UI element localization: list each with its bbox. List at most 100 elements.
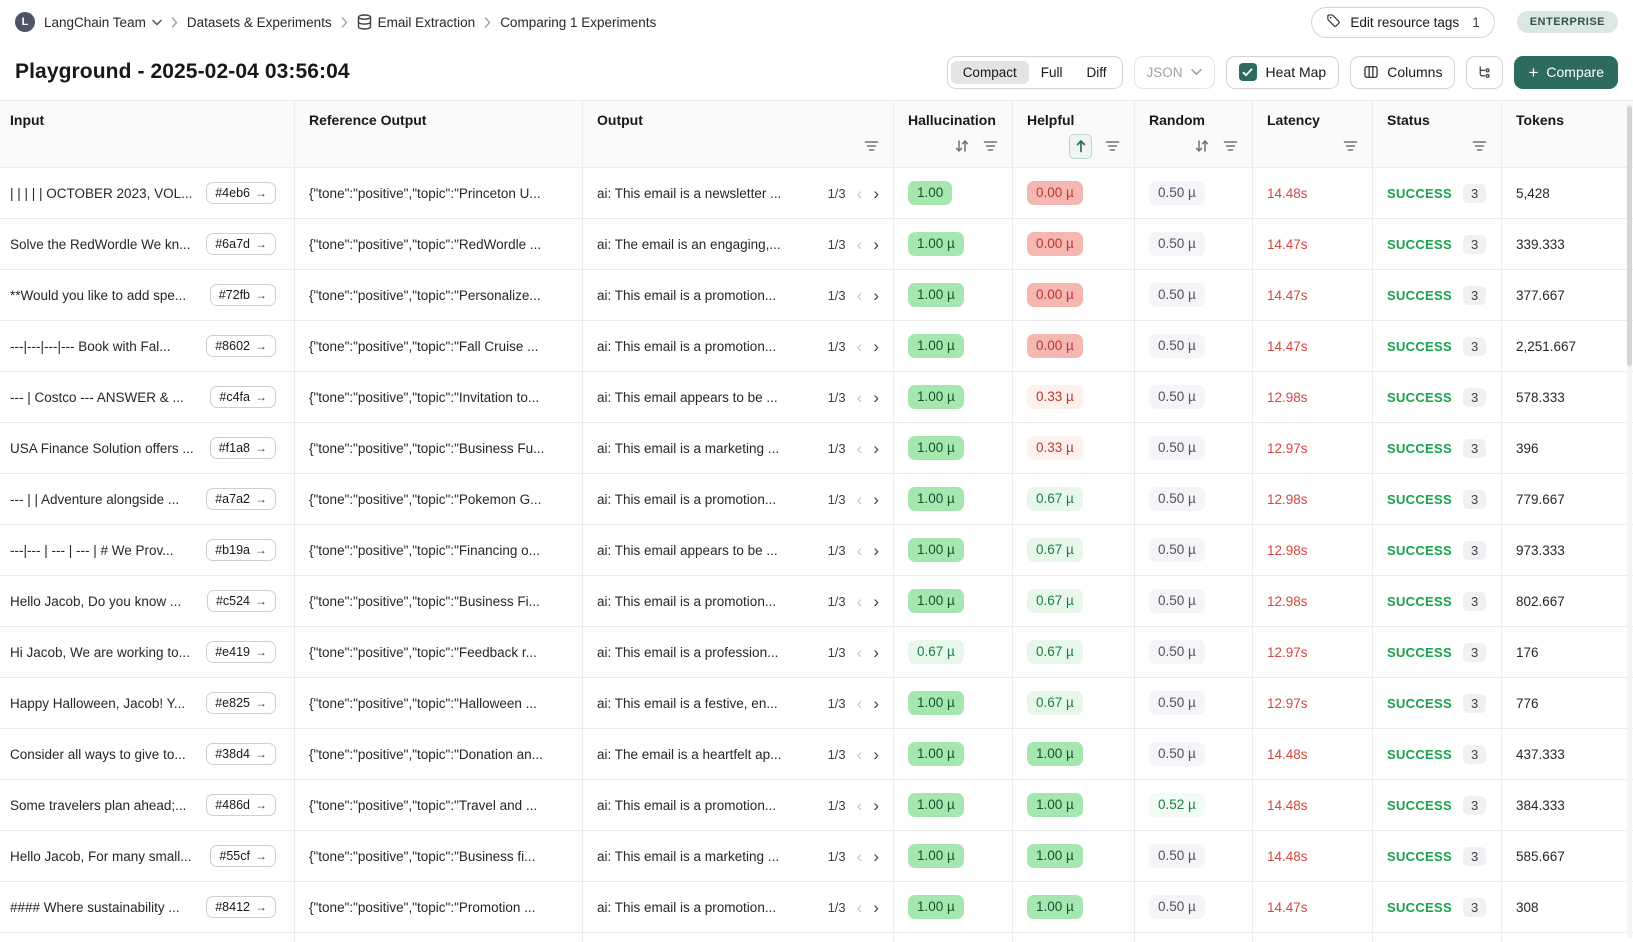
format-select[interactable]: JSON [1133,55,1215,89]
table-body: | | | | | OCTOBER 2023, VOL... #4eb6 → {… [0,167,1633,932]
example-link-badge[interactable]: #72fb → [209,284,276,306]
prev-repetition-icon[interactable]: ‹ [856,540,863,560]
view-mode-diff[interactable]: Diff [1086,64,1107,80]
example-link-badge[interactable]: #55cf → [210,845,276,867]
example-link-badge[interactable]: #b19a → [206,539,276,561]
tokens-value: 776 [1516,695,1539,711]
table-row[interactable]: ---|---|---|--- Book with Fal... #8602 →… [0,320,1633,371]
next-repetition-icon[interactable]: › [873,846,879,866]
next-repetition-icon[interactable]: › [873,540,879,560]
next-repetition-icon[interactable]: › [873,489,879,509]
table-row[interactable]: Solve the RedWordle We kn... #6a7d → {"t… [0,218,1633,269]
next-repetition-icon[interactable]: › [873,897,879,917]
filter-icon[interactable] [1343,140,1358,152]
example-link-badge[interactable]: #f1a8 → [209,437,276,459]
breadcrumb-separator-icon [171,16,178,28]
filter-icon[interactable] [1223,140,1238,152]
random-score-pill: 0.50 µ [1149,487,1205,511]
heat-map-toggle[interactable]: Heat Map [1225,55,1340,89]
table-row[interactable]: --- | Costco --- ANSWER & ... #c4fa → {"… [0,371,1633,422]
table-row[interactable]: Consider all ways to give to... #38d4 → … [0,728,1633,779]
table-row[interactable]: Happy Halloween, Jacob! Y... #e825 → {"t… [0,677,1633,728]
next-repetition-icon[interactable]: › [873,693,879,713]
example-link-badge[interactable]: #8412 → [206,896,276,918]
scrollbar-thumb[interactable] [1627,106,1632,366]
example-id: #72fb [218,288,250,302]
breadcrumb-datasets[interactable]: Datasets & Experiments [187,15,332,30]
next-repetition-icon[interactable]: › [873,744,879,764]
input-cell: Happy Halloween, Jacob! Y... #e825 → [0,678,295,728]
prev-repetition-icon[interactable]: ‹ [856,438,863,458]
breadcrumb-dataset[interactable]: Email Extraction [357,14,475,30]
helpful-score-pill: 0.00 µ [1027,232,1083,256]
example-link-badge[interactable]: #38d4 → [206,743,276,765]
prev-repetition-icon[interactable]: ‹ [856,591,863,611]
table-row[interactable]: Hello Jacob, For many small... #55cf → {… [0,830,1633,881]
next-repetition-icon[interactable]: › [873,336,879,356]
view-mode-compact[interactable]: Compact [950,60,1029,84]
helpful-score-pill: 0.67 µ [1027,589,1083,613]
reference-output-cell: {"tone":"positive","topic":"Promotion ..… [295,882,583,932]
table-row[interactable]: ---|--- | --- | --- | # We Prov... #b19a… [0,524,1633,575]
tokens-value: 585.667 [1516,848,1565,864]
example-link-badge[interactable]: #a7a2 → [206,488,276,510]
example-link-badge[interactable]: #6a7d → [206,233,276,255]
next-repetition-icon[interactable]: › [873,438,879,458]
table-row[interactable]: Hi Jacob, We are working to... #e419 → {… [0,626,1633,677]
prev-repetition-icon[interactable]: ‹ [856,693,863,713]
random-score-pill: 0.50 µ [1149,691,1205,715]
filter-icon[interactable] [1472,140,1487,152]
compare-button[interactable]: + Compare [1514,55,1618,89]
table-row[interactable]: Some travelers plan ahead;... #486d → {"… [0,779,1633,830]
example-link-badge[interactable]: #8602 → [206,335,276,357]
example-link-badge[interactable]: #c4fa → [210,386,276,408]
sort-icon[interactable] [1194,139,1210,153]
prev-repetition-icon[interactable]: ‹ [856,336,863,356]
prev-repetition-icon[interactable]: ‹ [856,285,863,305]
tree-view-button[interactable] [1466,55,1504,89]
breadcrumb: L LangChain Team Datasets & Experiments [15,12,656,32]
table-row-partial[interactable] [0,932,1633,942]
example-link-badge[interactable]: #c524 → [206,590,276,612]
next-repetition-icon[interactable]: › [873,234,879,254]
sort-ascending-icon[interactable] [1069,133,1092,159]
table-row[interactable]: --- | | Adventure alongside ... #a7a2 → … [0,473,1633,524]
next-repetition-icon[interactable]: › [873,183,879,203]
next-repetition-icon[interactable]: › [873,642,879,662]
prev-repetition-icon[interactable]: ‹ [856,183,863,203]
prev-repetition-icon[interactable]: ‹ [856,387,863,407]
filter-icon[interactable] [983,140,998,152]
table-row[interactable]: USA Finance Solution offers ... #f1a8 → … [0,422,1633,473]
next-repetition-icon[interactable]: › [873,795,879,815]
view-mode-full[interactable]: Full [1040,64,1063,80]
status-cell: SUCCESS 3 [1373,270,1502,320]
repetition-pager: 1/3 [827,746,846,762]
prev-repetition-icon[interactable]: ‹ [856,897,863,917]
next-repetition-icon[interactable]: › [873,591,879,611]
table-row[interactable]: Hello Jacob, Do you know ... #c524 → {"t… [0,575,1633,626]
table-row[interactable]: **Would you like to add spe... #72fb → {… [0,269,1633,320]
filter-icon[interactable] [1105,140,1120,152]
prev-repetition-icon[interactable]: ‹ [856,795,863,815]
next-repetition-icon[interactable]: › [873,387,879,407]
sort-icon[interactable] [954,139,970,153]
example-link-badge[interactable]: #486d → [206,794,276,816]
filter-icon[interactable] [864,140,879,152]
tokens-value: 384.333 [1516,797,1565,813]
example-link-badge[interactable]: #4eb6 → [206,182,276,204]
table-row[interactable]: #### Where sustainability ... #8412 → {"… [0,881,1633,932]
prev-repetition-icon[interactable]: ‹ [856,744,863,764]
prev-repetition-icon[interactable]: ‹ [856,846,863,866]
columns-button[interactable]: Columns [1350,55,1456,89]
status-badge: SUCCESS [1387,389,1452,405]
prev-repetition-icon[interactable]: ‹ [856,642,863,662]
vertical-scrollbar[interactable] [1627,104,1632,938]
prev-repetition-icon[interactable]: ‹ [856,234,863,254]
table-row[interactable]: | | | | | OCTOBER 2023, VOL... #4eb6 → {… [0,167,1633,218]
team-switcher[interactable]: LangChain Team [44,15,162,30]
example-link-badge[interactable]: #e419 → [206,641,276,663]
next-repetition-icon[interactable]: › [873,285,879,305]
example-link-badge[interactable]: #e825 → [206,692,276,714]
edit-resource-tags-button[interactable]: Edit resource tags 1 [1311,6,1495,38]
prev-repetition-icon[interactable]: ‹ [856,489,863,509]
